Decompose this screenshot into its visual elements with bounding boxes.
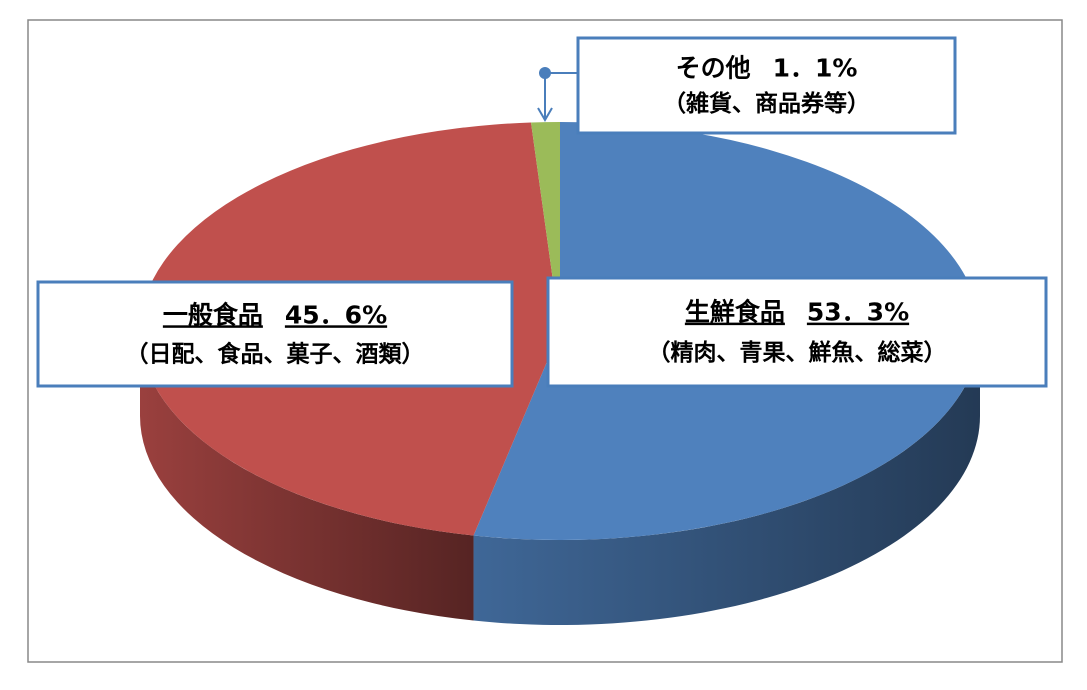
slice-side (473, 331, 980, 626)
slice-side (140, 331, 474, 621)
leader-dot (539, 67, 551, 79)
category-label: 生鮮食品 (685, 298, 785, 327)
label-description: （日配、食品、菓子、酒類） (126, 340, 425, 367)
label-description: （雑貨、商品券等） (663, 90, 870, 117)
label-title: その他 1．1% (676, 53, 858, 82)
label-box (36, 280, 514, 388)
label-title: 生鮮食品 53．3% (685, 298, 909, 327)
category-label: その他 (676, 53, 751, 82)
label-description: （精肉、青果、鮮魚、総菜） (648, 339, 947, 366)
value-label: 1．1% (773, 53, 858, 82)
value-label: 53．3% (807, 298, 909, 327)
label-title: 一般食品 45．6% (163, 300, 387, 329)
label-box (576, 36, 957, 135)
label-box (546, 276, 1048, 388)
leader-arrow (537, 107, 553, 122)
value-label: 45．6% (285, 300, 387, 329)
labels: 生鮮食品 53．3% （精肉、青果、鮮魚、総菜） 一般食品 45．6% （日配、食品、菓子… (36, 36, 1048, 388)
category-label: 一般食品 (163, 300, 263, 329)
